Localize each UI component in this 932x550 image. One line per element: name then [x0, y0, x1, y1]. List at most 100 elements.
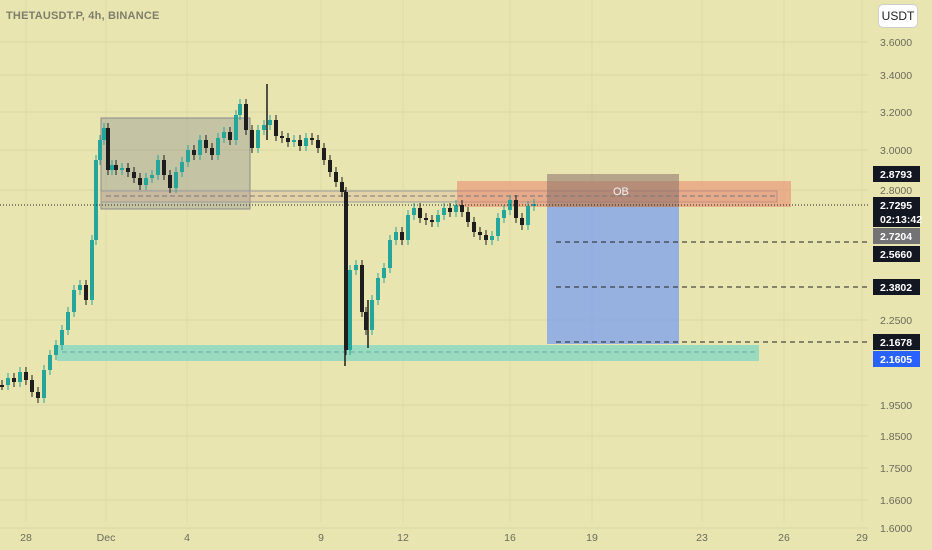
- time-tick-label: 16: [504, 532, 516, 544]
- candle-body: [66, 312, 70, 330]
- price-tick-label: 2.2500: [880, 315, 912, 327]
- candle-body: [262, 125, 266, 130]
- price-tag-label: 2.8793: [880, 169, 912, 181]
- time-axis[interactable]: 28 Dec 4 9 12 16 19 23 26 29: [20, 532, 868, 544]
- candle-body: [388, 240, 392, 268]
- candle-body: [442, 208, 446, 215]
- candle-body: [328, 160, 332, 172]
- candle-body: [114, 165, 118, 170]
- price-tick-label: 2.8000: [880, 185, 912, 197]
- candle-body: [348, 270, 352, 350]
- price-axis[interactable]: 3.6000 3.4000 3.2000 3.0000 2.8000 2.2500 1.95…: [880, 37, 912, 535]
- currency-button[interactable]: USDT: [878, 4, 918, 28]
- price-tag: [873, 246, 920, 262]
- candle-body: [418, 208, 422, 218]
- price-tick-label: 1.7500: [880, 463, 912, 475]
- candle-body: [60, 330, 64, 345]
- time-tick-label: 26: [778, 532, 790, 544]
- candle-body: [454, 205, 458, 212]
- candle-body: [394, 232, 398, 240]
- symbol-label: THETAUSDT.P, 4h, BINANCE: [6, 10, 160, 22]
- candle-body: [192, 150, 196, 155]
- candle-body: [222, 132, 226, 138]
- price-tag: [873, 279, 920, 295]
- candle-body: [36, 392, 40, 398]
- time-tick-label: 29: [856, 532, 868, 544]
- candle-body: [90, 240, 94, 300]
- stop-zone[interactable]: [547, 174, 679, 207]
- time-tick-label: 19: [586, 532, 598, 544]
- candle-body: [234, 115, 238, 140]
- candle-body: [496, 218, 500, 236]
- price-tag-label: 2.1678: [880, 337, 912, 349]
- demand-zone[interactable]: [57, 345, 759, 361]
- candle-body: [298, 140, 302, 146]
- candle-body: [406, 215, 410, 240]
- candle-body: [430, 220, 434, 222]
- candle-body: [84, 285, 88, 300]
- price-tag: [873, 197, 920, 227]
- candle-body: [120, 168, 124, 170]
- price-tick-label: 3.0000: [880, 145, 912, 157]
- price-tag: [873, 334, 920, 350]
- price-tag: [873, 228, 920, 244]
- candle-body: [228, 132, 232, 140]
- candle-body: [210, 148, 214, 155]
- candle-body: [244, 104, 248, 130]
- candle-body: [6, 378, 10, 385]
- candle-body: [106, 128, 110, 170]
- candle-body: [364, 312, 368, 330]
- candle-body: [376, 278, 380, 300]
- price-tag: [873, 351, 920, 367]
- candle-body: [72, 290, 76, 312]
- price-tick-label: 3.2000: [880, 107, 912, 119]
- price-tick-label: 1.9500: [880, 400, 912, 412]
- candle-body: [150, 175, 154, 178]
- candle-body: [144, 178, 148, 185]
- candle-body: [48, 355, 52, 370]
- candle-body: [382, 268, 386, 278]
- candle-body: [250, 130, 254, 148]
- time-tick-label: 9: [318, 532, 324, 544]
- time-tick-label: 4: [184, 532, 190, 544]
- candle-body: [238, 104, 242, 115]
- price-tick-label: 1.6600: [880, 495, 912, 507]
- candle-body: [344, 192, 348, 350]
- candle-body: [98, 140, 102, 160]
- candle-body: [316, 140, 320, 148]
- candle-body: [310, 138, 314, 140]
- candle-body: [280, 136, 284, 138]
- candle-body: [322, 148, 326, 160]
- candle-body: [126, 168, 130, 172]
- candle-body: [180, 162, 184, 172]
- candle-body: [268, 120, 272, 125]
- bar-countdown: 02:13:42: [880, 214, 922, 226]
- candle-body: [436, 215, 440, 222]
- time-tick-label: 23: [696, 532, 708, 544]
- candle-body: [186, 150, 190, 162]
- candle-body: [370, 300, 374, 330]
- candle-body: [354, 265, 358, 270]
- candle-body: [256, 130, 260, 148]
- candle-body: [12, 378, 16, 382]
- price-tag-label: 2.3802: [880, 282, 912, 294]
- candle-body: [466, 212, 470, 222]
- candle-body: [174, 172, 178, 188]
- candle-body: [286, 138, 290, 142]
- candle-body: [204, 140, 208, 148]
- time-tick-label: Dec: [97, 532, 116, 544]
- reward-zone[interactable]: [547, 207, 679, 344]
- candle-body: [216, 138, 220, 155]
- candle-body: [54, 345, 58, 355]
- candles: [0, 84, 536, 403]
- candle-body: [400, 232, 404, 240]
- candle-body: [42, 370, 46, 398]
- candle-body: [526, 206, 530, 225]
- price-tag: [873, 166, 920, 182]
- candle-body: [94, 160, 98, 240]
- candle-body: [168, 175, 172, 188]
- candle-body: [132, 172, 136, 178]
- candle-body: [198, 140, 202, 155]
- candle-body: [110, 165, 114, 170]
